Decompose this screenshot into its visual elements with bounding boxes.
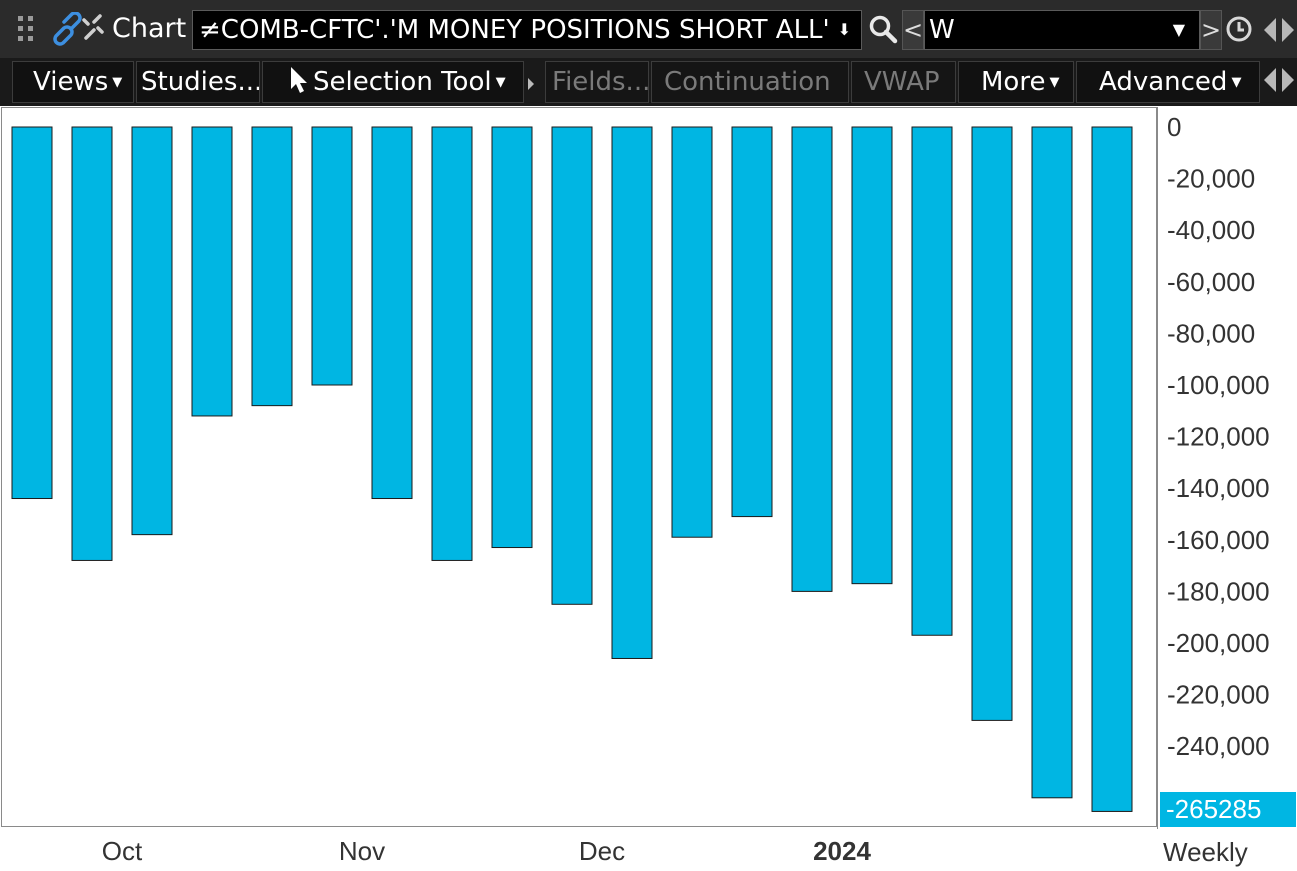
y-tick-label: -120,000 bbox=[1167, 422, 1270, 452]
bar[interactable] bbox=[371, 126, 413, 500]
chevron-down-icon: ▼ bbox=[1231, 74, 1242, 90]
bar[interactable] bbox=[1031, 126, 1073, 799]
chart-area[interactable]: 0 -20,000 -40,000 -60,000 -80,000 -100,000 -12… bbox=[0, 106, 1297, 871]
bar[interactable] bbox=[791, 126, 833, 592]
scroll-arrows-icon[interactable] bbox=[1264, 18, 1294, 42]
bar[interactable] bbox=[551, 126, 593, 605]
y-tick-label: -40,000 bbox=[1167, 215, 1255, 245]
more-label: More bbox=[981, 67, 1046, 97]
vwap-button[interactable]: VWAP bbox=[851, 61, 956, 103]
bar[interactable] bbox=[911, 126, 953, 636]
bar[interactable] bbox=[491, 126, 533, 549]
y-tick-label: -60,000 bbox=[1167, 267, 1255, 297]
bar[interactable] bbox=[731, 126, 773, 518]
views-button[interactable]: Views ▼ bbox=[12, 61, 134, 103]
bar[interactable] bbox=[131, 126, 173, 536]
selection-tool-label: Selection Tool bbox=[313, 67, 492, 97]
bar[interactable] bbox=[11, 126, 53, 500]
more-button[interactable]: More ▼ bbox=[958, 61, 1074, 103]
period-prev-button[interactable]: < bbox=[902, 10, 924, 50]
chevron-down-icon: ▼ bbox=[1049, 74, 1060, 90]
period-value: W bbox=[929, 15, 955, 45]
symbol-input[interactable]: ≠COMB-CFTC'.'M MONEY POSITIONS SHORT ALL… bbox=[192, 10, 862, 50]
chevron-right-icon bbox=[528, 78, 534, 90]
bar[interactable] bbox=[971, 126, 1013, 721]
symbol-dropdown-icon[interactable]: ⬇ bbox=[837, 20, 851, 39]
period-select[interactable]: W ▼ bbox=[924, 10, 1200, 50]
x-tick-label: Dec bbox=[579, 836, 625, 866]
fields-button[interactable]: Fields... bbox=[545, 61, 649, 103]
app-title: Chart bbox=[112, 13, 187, 44]
link-icon[interactable] bbox=[50, 12, 108, 46]
grip-icon[interactable] bbox=[18, 16, 38, 44]
bar[interactable] bbox=[251, 126, 293, 407]
x-tick-label: Oct bbox=[102, 836, 143, 866]
toolbar-scroll-arrows-icon[interactable] bbox=[1264, 68, 1294, 92]
symbol-text: ≠COMB-CFTC'.'M MONEY POSITIONS SHORT ALL… bbox=[199, 15, 830, 45]
x-tick-label: 2024 bbox=[813, 836, 871, 866]
selection-tool-button[interactable]: Selection Tool ▼ bbox=[262, 61, 524, 103]
y-tick-label: -240,000 bbox=[1167, 731, 1270, 761]
bar[interactable] bbox=[311, 126, 353, 386]
plot-frame bbox=[1, 107, 1157, 827]
chevron-down-icon: ▼ bbox=[495, 74, 506, 90]
studies-button[interactable]: Studies... bbox=[136, 61, 260, 103]
x-tick-label: Nov bbox=[339, 836, 385, 866]
studies-label: Studies... bbox=[141, 67, 260, 97]
clock-icon[interactable] bbox=[1224, 14, 1254, 44]
chevron-down-icon: ▼ bbox=[112, 74, 123, 90]
vwap-label: VWAP bbox=[864, 67, 940, 97]
views-label: Views bbox=[33, 67, 109, 97]
bar[interactable] bbox=[1091, 126, 1133, 812]
y-tick-label: 0 bbox=[1167, 112, 1181, 142]
fields-label: Fields... bbox=[552, 67, 649, 97]
y-tick-label: -200,000 bbox=[1167, 628, 1270, 658]
bar-chart[interactable]: 0 -20,000 -40,000 -60,000 -80,000 -100,000 -12… bbox=[0, 106, 1297, 871]
y-tick-label: -160,000 bbox=[1167, 525, 1270, 555]
bar[interactable] bbox=[671, 126, 713, 538]
cursor-icon bbox=[291, 67, 307, 93]
y-tick-label: -140,000 bbox=[1167, 473, 1270, 503]
y-tick-label: -80,000 bbox=[1167, 318, 1255, 348]
last-value-label: -265285 bbox=[1166, 794, 1262, 824]
y-tick-label: -20,000 bbox=[1167, 164, 1255, 194]
bar[interactable] bbox=[431, 126, 473, 561]
advanced-button[interactable]: Advanced ▼ bbox=[1076, 61, 1260, 103]
continuation-label: Continuation bbox=[664, 67, 831, 97]
last-value-badge: -265285 bbox=[1160, 792, 1296, 827]
bar[interactable] bbox=[611, 126, 653, 659]
y-tick-label: -220,000 bbox=[1167, 680, 1270, 710]
bar[interactable] bbox=[71, 126, 113, 561]
frequency-label: Weekly bbox=[1163, 837, 1248, 867]
chevron-down-icon[interactable]: ▼ bbox=[1172, 20, 1185, 39]
toolbar: Views ▼ Studies... Selection Tool ▼ Fields… bbox=[0, 58, 1297, 106]
bar[interactable] bbox=[851, 126, 893, 585]
bar[interactable] bbox=[191, 126, 233, 417]
continuation-button[interactable]: Continuation bbox=[651, 61, 849, 103]
y-axis-separator bbox=[1157, 107, 1158, 829]
period-next-button[interactable]: > bbox=[1200, 10, 1222, 50]
y-tick-label: -180,000 bbox=[1167, 576, 1270, 606]
search-icon[interactable] bbox=[868, 14, 898, 44]
title-bar: Chart ≠COMB-CFTC'.'M MONEY POSITIONS SHO… bbox=[0, 0, 1297, 58]
y-tick-label: -100,000 bbox=[1167, 370, 1270, 400]
advanced-label: Advanced bbox=[1099, 67, 1228, 97]
